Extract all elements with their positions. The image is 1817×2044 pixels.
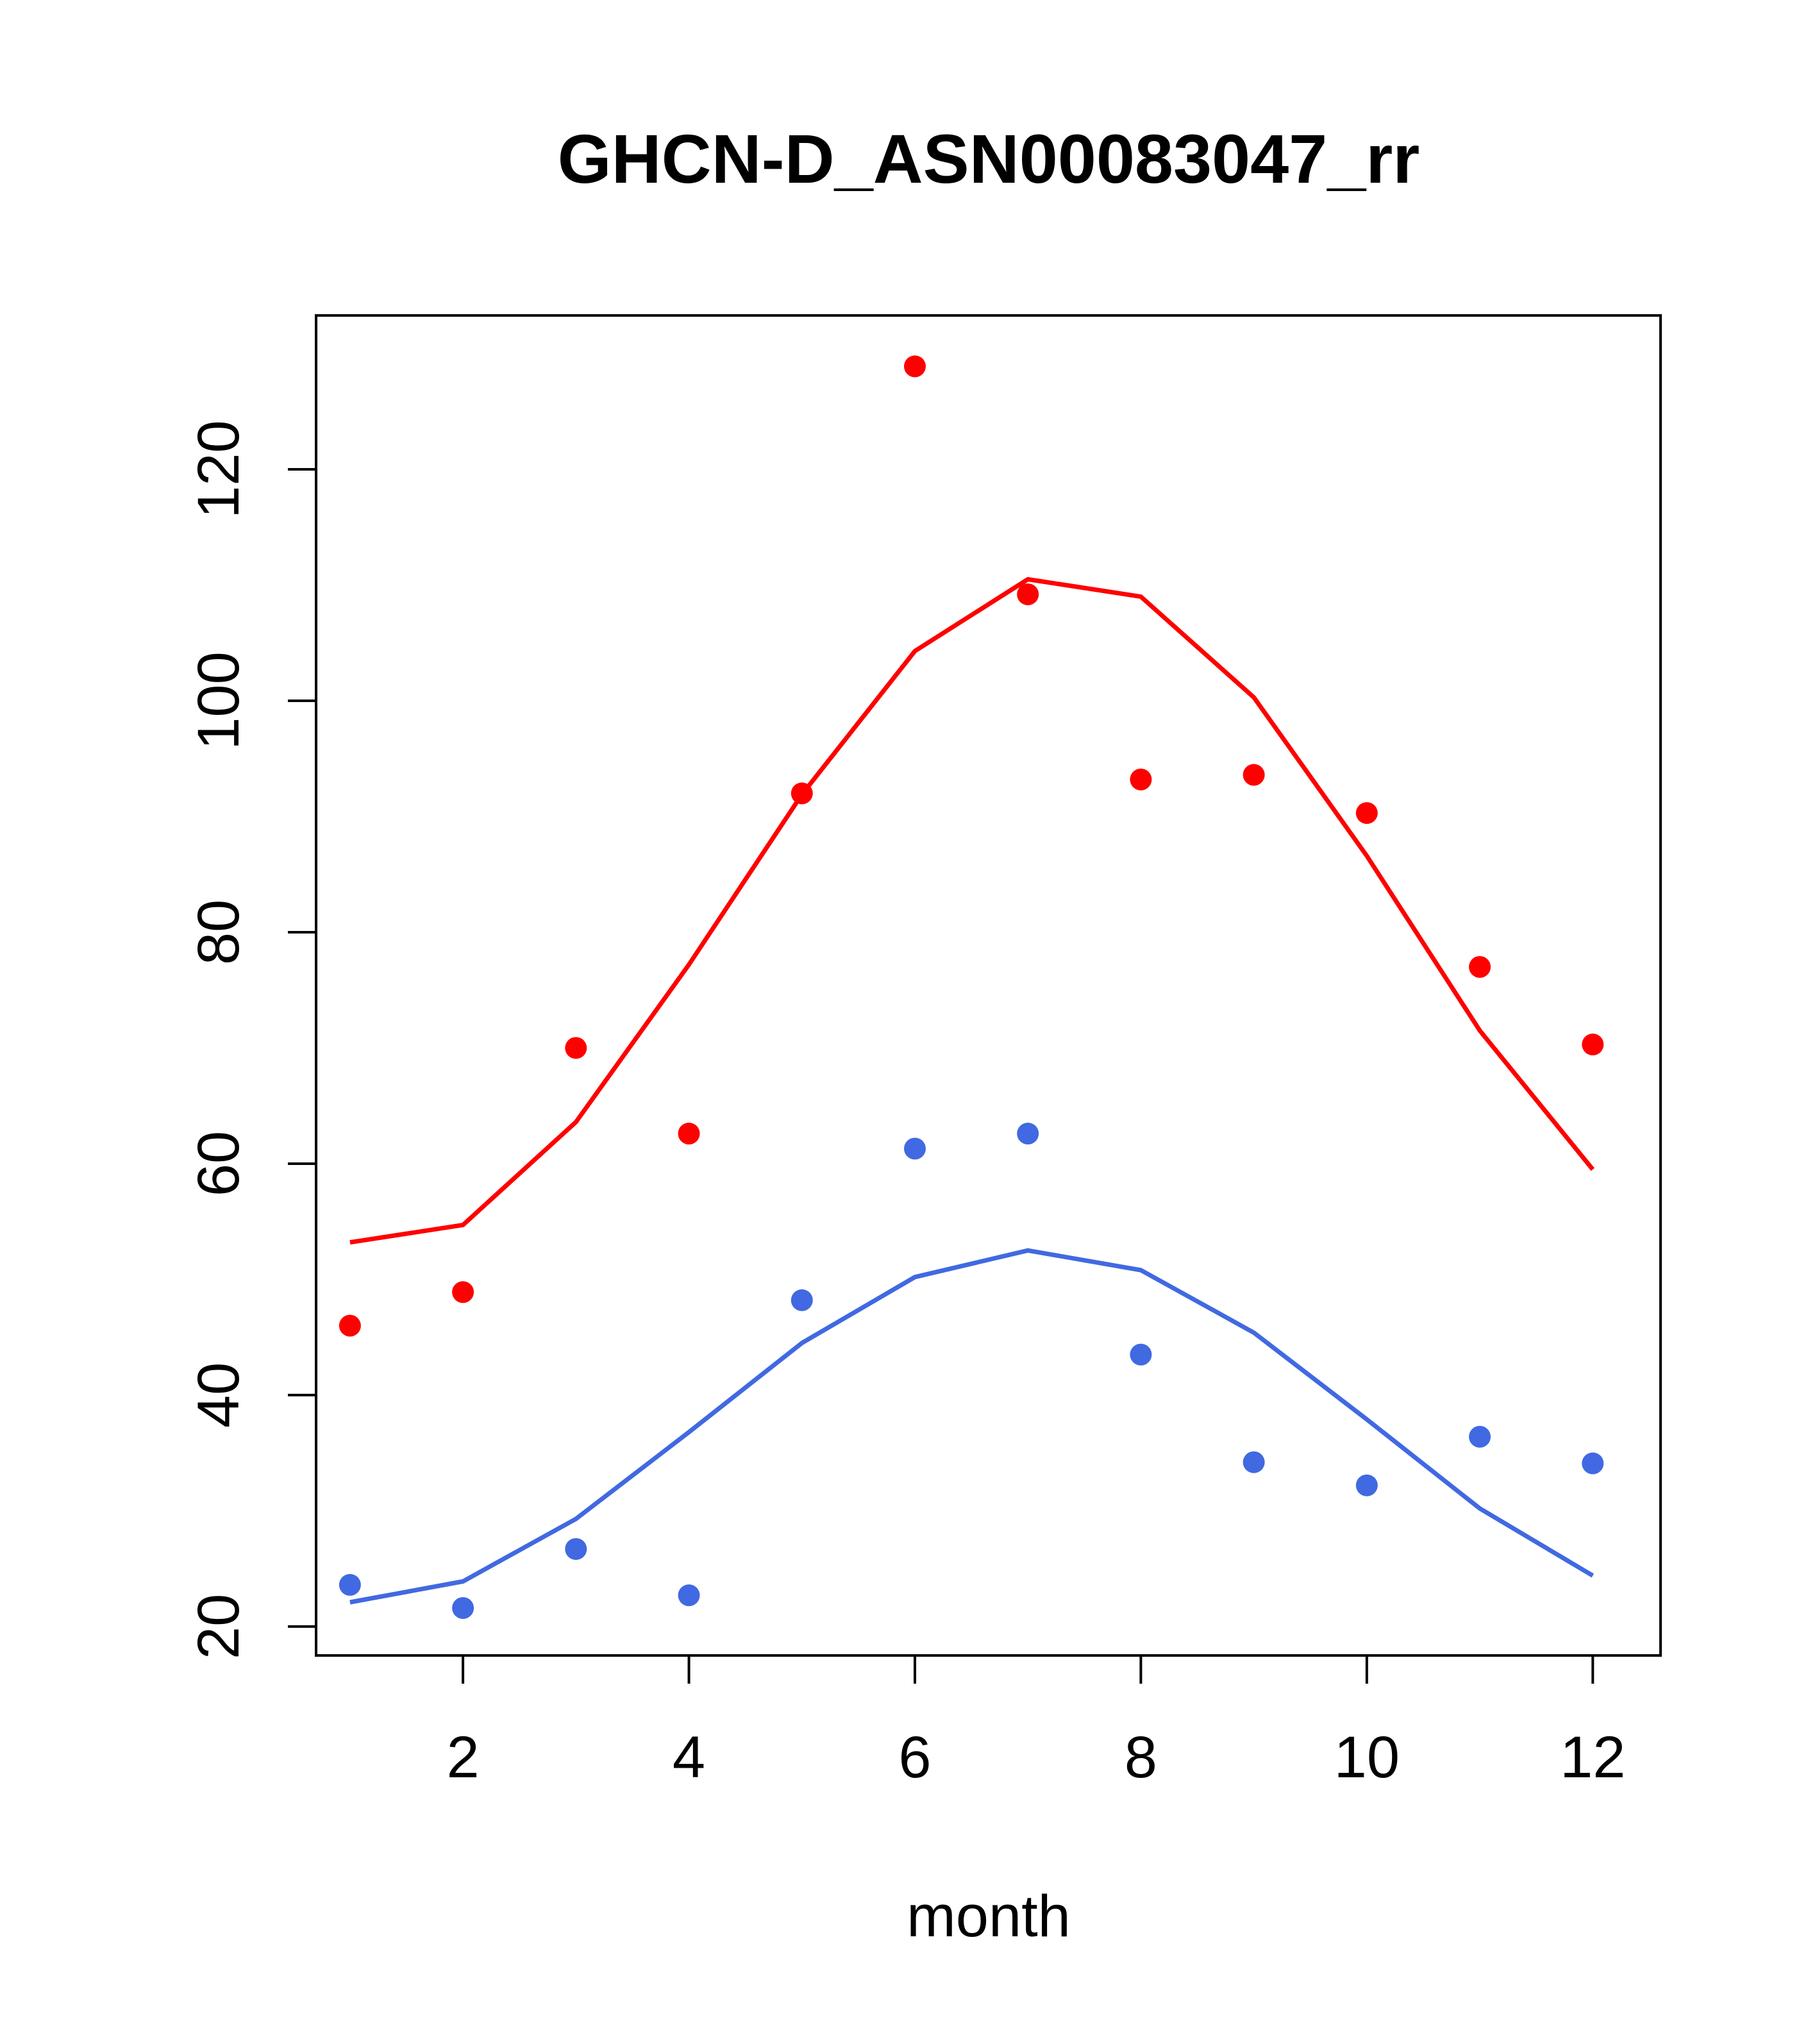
chart-title: GHCN-D_ASN00083047_rr	[558, 120, 1420, 197]
red-points-point	[1243, 764, 1265, 786]
plot-area	[339, 355, 1604, 1620]
blue-points-point	[1469, 1425, 1491, 1448]
red-points-point	[1130, 768, 1152, 791]
red-points-point	[1355, 802, 1378, 825]
x-tick-label: 10	[1334, 1725, 1400, 1790]
blue-points-point	[1243, 1451, 1265, 1473]
red-curve-line	[349, 577, 1595, 1245]
x-axis-label: month	[907, 1884, 1071, 1949]
red-points-point	[452, 1281, 474, 1303]
x-tick-label: 8	[1125, 1725, 1157, 1790]
red-points-point	[678, 1123, 700, 1145]
red-points-point	[565, 1037, 587, 1059]
blue-points-point	[565, 1537, 587, 1560]
blue-points-point	[452, 1597, 474, 1620]
x-tick-label: 6	[898, 1725, 931, 1790]
red-points-point	[1469, 956, 1491, 978]
blue-curve-line	[349, 1248, 1595, 1605]
blue-points-point	[903, 1137, 926, 1160]
blue-points-point	[791, 1289, 813, 1311]
x-tick-label: 4	[673, 1725, 705, 1790]
y-tick-label: 60	[186, 1131, 251, 1196]
red-points-point	[903, 355, 926, 378]
y-tick-label: 20	[186, 1594, 251, 1659]
blue-points-point	[1582, 1452, 1604, 1475]
x-tick-label: 2	[446, 1725, 479, 1790]
y-tick-label: 120	[186, 420, 251, 519]
y-tick-label: 100	[186, 651, 251, 750]
axes: 2 4 6 8 10 12 20 40 60 80 100 120	[186, 314, 1662, 1790]
blue-points-point	[1355, 1474, 1378, 1496]
y-tick-label: 40	[186, 1362, 251, 1428]
blue-points-point	[339, 1573, 361, 1596]
blue-points-point	[678, 1584, 700, 1607]
blue-points-point	[1130, 1343, 1152, 1366]
blue-points-point	[1017, 1123, 1039, 1145]
x-tick-label: 12	[1560, 1725, 1625, 1790]
plot-frame	[315, 314, 1662, 1657]
red-points-point	[339, 1314, 361, 1337]
y-tick-label: 80	[186, 900, 251, 965]
red-points-point	[1582, 1034, 1604, 1056]
red-points-point	[1017, 583, 1039, 605]
